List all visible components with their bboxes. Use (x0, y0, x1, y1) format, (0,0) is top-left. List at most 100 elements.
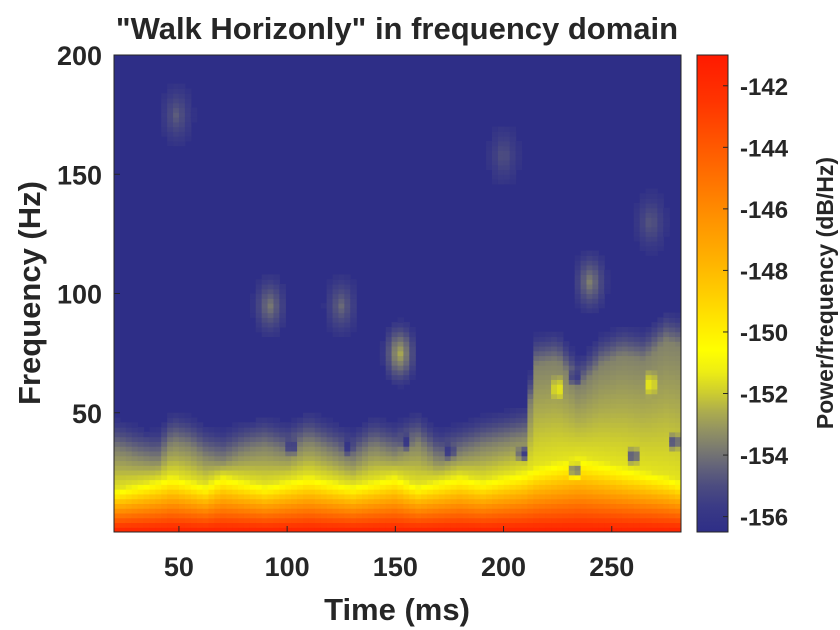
heatmap-cell (173, 522, 180, 528)
heatmap-cell (527, 388, 534, 395)
heatmap-cell (539, 465, 546, 471)
heatmap-cell (509, 455, 517, 462)
heatmap-cell (562, 441, 570, 447)
heatmap-cell (184, 93, 192, 99)
heatmap-cell (173, 469, 180, 476)
heatmap-cell (462, 474, 469, 481)
heatmap-cell (350, 503, 357, 509)
heatmap-cell (521, 417, 529, 423)
heatmap-cell (651, 460, 658, 466)
heatmap-cell (645, 198, 653, 204)
heatmap-cell (556, 465, 564, 471)
heatmap-cell (651, 202, 658, 209)
heatmap-cell (621, 431, 629, 438)
heatmap-cell (403, 508, 410, 514)
heatmap-cell (663, 336, 670, 342)
heatmap-cell (326, 283, 334, 290)
heatmap-cell (261, 474, 269, 481)
heatmap-cell (645, 369, 653, 376)
heatmap-cell (261, 522, 269, 528)
heatmap-cell (232, 493, 239, 500)
heatmap-cell (184, 484, 192, 490)
heatmap-cell (125, 484, 133, 490)
heatmap-cell (598, 474, 605, 481)
heatmap-cell (344, 450, 351, 457)
heatmap-cell (190, 465, 198, 471)
heatmap-cell (167, 527, 174, 532)
heatmap-cell (285, 455, 292, 462)
heatmap-cell (279, 288, 286, 295)
heatmap-cell (598, 479, 605, 485)
heatmap-cell (639, 331, 647, 338)
heatmap-cell (344, 288, 351, 295)
heatmap-cell (651, 336, 658, 342)
heatmap-cell (480, 441, 487, 447)
heatmap-cell (391, 360, 399, 366)
heatmap-cell (598, 527, 605, 532)
heatmap-cell (326, 460, 334, 466)
heatmap-cell (556, 493, 564, 500)
heatmap-cell (397, 365, 405, 371)
heatmap-cell (232, 474, 239, 481)
heatmap-cell (551, 465, 558, 471)
heatmap-cell (639, 388, 647, 395)
heatmap-cell (586, 388, 594, 395)
heatmap-cell (669, 317, 676, 323)
heatmap-cell (468, 484, 475, 490)
heatmap-cell (267, 517, 275, 524)
heatmap-cell (592, 479, 599, 485)
heatmap-cell (468, 417, 475, 423)
heatmap-cell (586, 465, 594, 471)
heatmap-cell (226, 441, 233, 447)
heatmap-cell (633, 527, 641, 532)
heatmap-cell (527, 474, 534, 481)
heatmap-cell (178, 455, 186, 462)
heatmap-cell (657, 512, 664, 519)
heatmap-cell (592, 469, 599, 476)
heatmap-cell (178, 522, 186, 528)
heatmap-cell (657, 226, 664, 233)
heatmap-cell (356, 441, 363, 447)
heatmap-cell (119, 460, 127, 466)
heatmap-cell (675, 446, 681, 452)
heatmap-cell (125, 512, 133, 519)
heatmap-cell (202, 455, 210, 462)
heatmap-cell (562, 427, 570, 433)
heatmap-cell (533, 508, 540, 514)
heatmap-cell (184, 527, 192, 532)
heatmap-cell (645, 231, 653, 237)
heatmap-cell (657, 412, 664, 419)
heatmap-cell (232, 484, 239, 490)
heatmap-cell (202, 465, 210, 471)
heatmap-cell (421, 446, 428, 452)
heatmap-cell (562, 350, 570, 357)
heatmap-cell (663, 341, 670, 347)
heatmap-cell (409, 360, 416, 366)
heatmap-cell (568, 527, 576, 532)
heatmap-cell (639, 436, 647, 442)
heatmap-cell (403, 360, 410, 366)
heatmap-cell (657, 460, 664, 466)
heatmap-cell (362, 522, 369, 528)
heatmap-cell (326, 527, 334, 532)
heatmap-cell (273, 422, 280, 428)
heatmap-cell (551, 436, 558, 442)
heatmap-cell (621, 498, 629, 504)
heatmap-cell (456, 427, 464, 433)
heatmap-cell (604, 269, 611, 276)
heatmap-cell (314, 508, 322, 514)
heatmap-cell (663, 221, 670, 228)
heatmap-cell (610, 441, 617, 447)
heatmap-cell (480, 450, 487, 457)
heatmap-cell (568, 450, 576, 457)
heatmap-cell (438, 465, 446, 471)
heatmap-cell (326, 417, 334, 423)
heatmap-cell (598, 455, 605, 462)
heatmap-cell (639, 221, 647, 228)
heatmap-cell (356, 469, 363, 476)
heatmap-cell (314, 469, 322, 476)
heatmap-cell (468, 465, 475, 471)
heatmap-cell (214, 469, 221, 476)
colorbar-frame (696, 54, 729, 533)
heatmap-cell (285, 431, 292, 438)
